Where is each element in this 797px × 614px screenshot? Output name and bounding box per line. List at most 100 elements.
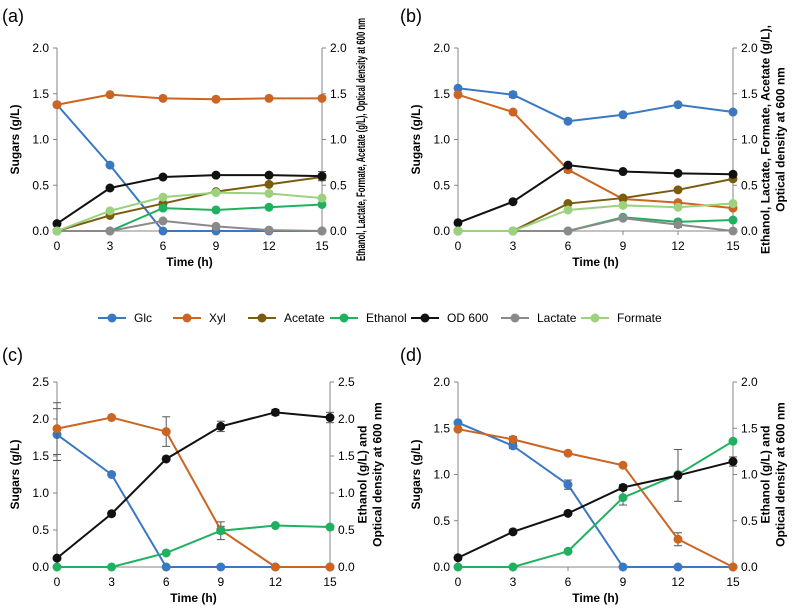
data-point-od-600: [52, 219, 62, 229]
panel-label: (a): [2, 6, 24, 26]
data-point-od-600: [453, 218, 463, 228]
series-lactate: [453, 213, 738, 236]
data-point-lactate: [563, 226, 573, 236]
data-point-glc: [673, 562, 683, 572]
y2-axis-title-line: Ethanol (g/L) and: [758, 426, 772, 524]
y-tick-label: 0.5: [433, 178, 450, 192]
x-tick-label: 3: [510, 239, 517, 253]
legend-swatch-marker: [339, 313, 349, 323]
y2-tick-label: 0.5: [741, 514, 758, 528]
data-point-od-600: [105, 183, 115, 193]
legend-label: OD 600: [447, 311, 489, 325]
data-point-glc: [508, 441, 518, 451]
y-tick-label: 1.0: [433, 468, 450, 482]
y2-tick-label: 1.5: [741, 87, 758, 101]
data-point-od-600: [211, 170, 221, 180]
x-tick-label: 12: [269, 575, 283, 589]
data-point-lactate: [317, 226, 327, 236]
series-glc: [52, 408, 335, 572]
data-point-lactate: [158, 216, 168, 226]
y-tick-label: 0.0: [433, 560, 450, 574]
data-point-acetate: [264, 179, 274, 189]
data-point-xyl: [508, 107, 518, 117]
legend-item-ethanol: Ethanol: [330, 311, 407, 325]
x-tick-label: 0: [54, 239, 61, 253]
y2-tick-label: 1.0: [330, 133, 347, 147]
legend-swatch-marker: [590, 313, 600, 323]
series-line-lactate: [458, 217, 734, 232]
data-point-lactate: [728, 226, 738, 236]
series-line-glc: [457, 87, 734, 123]
data-point-ethanol: [270, 521, 280, 531]
data-point-formate: [52, 226, 62, 236]
x-tick-label: 6: [160, 239, 167, 253]
y-tick-label: 1.5: [433, 421, 450, 435]
data-point-formate: [728, 199, 738, 209]
legend-swatch-marker: [257, 313, 267, 323]
data-point-glc: [508, 90, 518, 100]
data-point-glc: [563, 116, 573, 126]
series-line-formate: [56, 191, 323, 232]
data-point-acetate: [618, 193, 628, 203]
y-tick-label: 0.0: [433, 224, 450, 238]
series-xyl: [52, 402, 335, 572]
data-point-xyl: [673, 534, 683, 544]
series-line-od-600: [457, 164, 734, 224]
data-point-od-600: [317, 171, 327, 181]
data-point-od-600: [325, 413, 335, 423]
legend-item-formate: Formate: [581, 311, 662, 325]
data-point-glc: [728, 107, 738, 117]
data-point-ethanol: [211, 205, 221, 215]
data-point-formate: [317, 193, 327, 203]
data-point-acetate: [673, 185, 683, 195]
series-line-ethanol: [57, 203, 323, 232]
data-point-glc: [161, 562, 171, 572]
series-od-600: [52, 170, 327, 229]
x-tick-label: 6: [565, 575, 572, 589]
data-point-ethanol: [618, 493, 628, 503]
panel-a: (a) 0.0 0.5 1.0 1.5 2.0 0.0 0.5 1.0 1.5 2.0 0 3 6 9 12 1…: [2, 6, 368, 269]
legend-label: Acetate: [284, 311, 325, 325]
legend-item-acetate: Acetate: [248, 311, 325, 325]
data-point-od-600: [728, 169, 738, 179]
data-point-od-600: [270, 407, 280, 417]
x-tick-label: 12: [262, 239, 276, 253]
data-point-od-600: [563, 160, 573, 170]
legend-label: Formate: [617, 311, 662, 325]
y2-axis-title: Ethanol (g/L) andOptical density at 600 …: [758, 402, 787, 547]
y-axis-title: Sugars (g/L): [8, 439, 22, 509]
data-point-od-600: [618, 167, 628, 177]
legend-item-xyl: Xyl: [173, 311, 226, 325]
data-point-od-600: [508, 197, 518, 207]
series-line-od-600: [56, 411, 331, 559]
data-point-glc: [105, 160, 115, 170]
data-point-xyl: [453, 424, 463, 434]
series-line-xyl: [56, 93, 322, 106]
data-point-glc: [158, 226, 168, 236]
panel-c: (c) 0.0 0.5 1.0 1.5 2.0 2.5 0.0 0.5 1.0 1.5 2.0 2.5 0…: [2, 345, 384, 605]
data-point-glc: [563, 480, 573, 490]
y2-tick-label: 1.5: [338, 449, 355, 463]
y2-tick-label: 0.0: [741, 560, 758, 574]
y-tick-label: 2.0: [433, 41, 450, 55]
y2-tick-label: 1.0: [741, 133, 758, 147]
data-point-xyl: [453, 90, 463, 100]
data-point-xyl: [508, 434, 518, 444]
y2-tick-label: 1.5: [330, 87, 347, 101]
data-point-acetate: [563, 199, 573, 209]
x-tick-label: 15: [315, 239, 329, 253]
panel-d: (d) 0.0 0.5 1.0 1.5 2.0 0.0 0.5 1.0 1.5 2.0 0 3 6 9 12 1…: [400, 345, 787, 605]
y2-axis-title-line: Ethanol, Lactate, Formate, Acetate (g/L)…: [354, 18, 368, 261]
series-ethanol: [52, 521, 335, 572]
data-point-formate: [508, 226, 518, 236]
data-point-ethanol: [264, 202, 274, 212]
data-point-formate: [105, 206, 115, 216]
data-point-ethanol: [158, 203, 168, 213]
data-point-lactate: [105, 226, 115, 236]
legend-swatch-marker: [182, 313, 192, 323]
y-tick-label: 2.0: [433, 375, 450, 389]
y-tick-label: 2.0: [32, 41, 49, 55]
y2-tick-label: 0.0: [338, 560, 355, 574]
series-line-od-600: [457, 460, 734, 559]
y2-tick-label: 0.5: [338, 523, 355, 537]
